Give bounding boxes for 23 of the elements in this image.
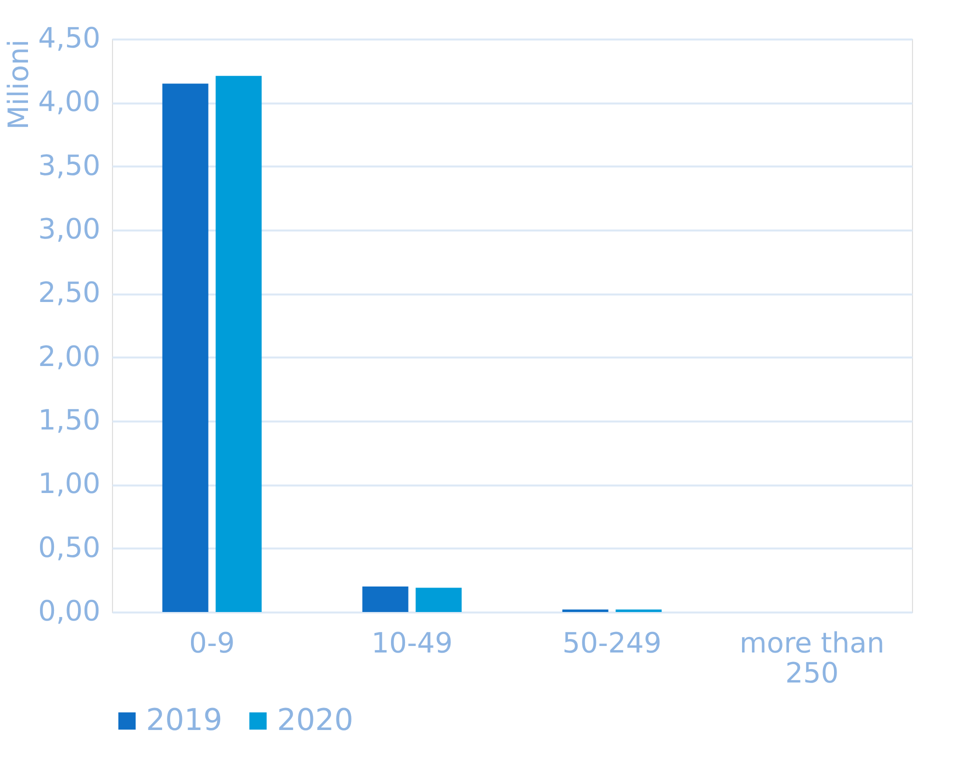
bar — [616, 609, 662, 612]
x-tick-label: more than 250 — [739, 626, 885, 690]
y-tick-label: 2,50 — [38, 276, 100, 310]
legend-label: 2019 — [146, 703, 222, 738]
y-tick-label: 0,50 — [38, 530, 100, 564]
y-axis-title: Milioni — [2, 40, 36, 130]
y-tick-label: 4,50 — [38, 22, 100, 54]
y-tick-label: 2,00 — [38, 340, 100, 373]
y-tick-label: 1,50 — [38, 404, 100, 436]
y-tick-label: 3,00 — [38, 212, 100, 246]
bar — [562, 609, 608, 612]
bar — [362, 586, 408, 612]
x-tick-label: 0-9 — [189, 626, 235, 660]
legend-label: 2020 — [277, 703, 354, 738]
x-tick-label: 10-49 — [371, 626, 453, 660]
bar — [162, 84, 208, 612]
y-tick-label: 0,00 — [38, 594, 100, 628]
y-tick-label: 4,00 — [38, 85, 100, 118]
y-tick-label: 1,00 — [38, 467, 100, 500]
bar — [216, 76, 262, 612]
y-tick-label: 3,50 — [38, 148, 100, 182]
x-tick-label: 50-249 — [562, 626, 662, 660]
bar — [416, 588, 462, 612]
